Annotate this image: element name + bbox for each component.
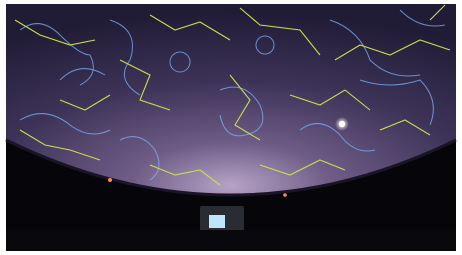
page xyxy=(0,0,462,255)
planetarium-photo xyxy=(0,0,462,255)
dome-sky xyxy=(6,4,456,195)
console-screen xyxy=(209,215,225,228)
light xyxy=(283,193,287,197)
floor xyxy=(6,230,456,251)
moon xyxy=(339,121,345,127)
light xyxy=(108,178,112,182)
